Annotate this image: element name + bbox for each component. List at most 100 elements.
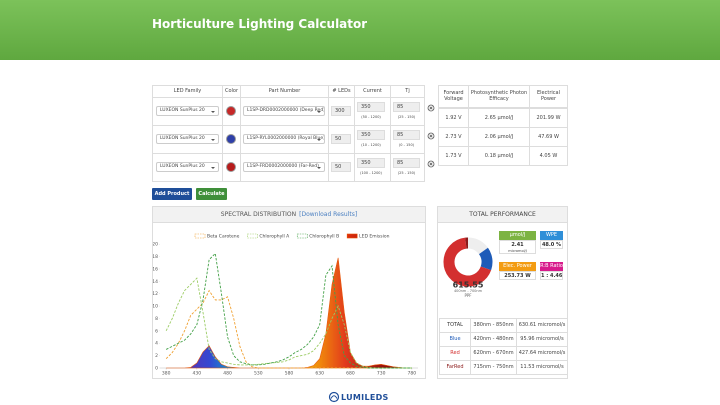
current-input[interactable]: 350 (357, 158, 385, 168)
row-name: TOTAL (439, 318, 471, 333)
tile-label: R:B Ratio (540, 262, 563, 271)
metric-header: Photosynthetic Photon Efficacy (468, 85, 530, 108)
donut-segment (443, 237, 492, 287)
part-select[interactable]: L1SP-RYL0002000000 (Royal Blue) (243, 134, 325, 144)
y-tick-label: 6 (155, 328, 158, 334)
family-select[interactable]: LUXEON SunPlus 20 (156, 106, 219, 116)
x-tick-label: 730 (377, 371, 386, 377)
current-input[interactable]: 350 (357, 130, 385, 140)
y-tick-label: 4 (155, 341, 158, 347)
metric-cell: 201.99 W (529, 108, 568, 128)
legend-label: Chlorophyll A (259, 234, 290, 240)
tj-input[interactable]: 85 (393, 102, 420, 112)
x-tick-label: 430 (193, 371, 202, 377)
current-range: (100 - 1200) (360, 171, 382, 175)
legend-label: Beta Carotene (207, 234, 240, 240)
x-tick-label: 380 (162, 371, 171, 377)
led-count-input[interactable]: 300 (331, 106, 351, 116)
current-input[interactable]: 350 (357, 102, 385, 112)
remove-icon (429, 106, 433, 110)
spectral-panel (152, 206, 426, 379)
donut-segment (478, 247, 493, 271)
metric-cell: 2.06 μmol/J (468, 127, 530, 147)
tj-input[interactable]: 85 (393, 130, 420, 140)
legend-swatch (194, 233, 206, 239)
x-tick-label: 480 (223, 371, 232, 377)
calculate-button[interactable]: Calculate (196, 188, 227, 200)
metric-header: Forward Voltage (438, 85, 469, 108)
remove-icon (429, 162, 433, 166)
download-link[interactable]: [Download Results] (299, 211, 358, 218)
tile-sub: micromol/J (508, 249, 527, 253)
metric-header: Electrical Power (529, 85, 568, 108)
y-tick-label: 8 (155, 316, 158, 322)
family-select[interactable]: LUXEON SunPlus 20 (156, 134, 219, 144)
legend-label: Chlorophyll B (309, 234, 339, 240)
flux-value: 427.64 (518, 350, 537, 356)
perf-header (438, 207, 567, 223)
perf-panel (437, 206, 568, 379)
metric-cell: 2.65 μmol/J (468, 108, 530, 128)
tj-range: (25 - 150) (397, 171, 416, 175)
tj-range: (25 - 150) (397, 115, 416, 119)
tile-label: WPE (540, 231, 563, 240)
page-title: Horticulture Lighting Calculator (152, 17, 368, 31)
metric-cell: 2.73 V (438, 127, 469, 147)
color-swatch (226, 106, 236, 116)
flux-unit: micromol/s (536, 336, 564, 342)
y-tick-label: 0 (155, 366, 158, 372)
remove-button[interactable] (427, 160, 435, 168)
y-tick-label: 12 (152, 291, 158, 297)
ppf-range: 400nm - 700nm (454, 289, 483, 293)
chart-title: SPECTRAL DISTRIBUTION (220, 211, 297, 218)
legend-swatch (296, 233, 308, 239)
row-range: 420nm - 480nm (470, 332, 517, 347)
part-select[interactable]: L1SP-DRD0002000000 (Deep Red) (243, 106, 325, 116)
legend-swatch (346, 233, 358, 239)
tj-input[interactable]: 85 (393, 158, 420, 168)
series-line (165, 252, 412, 369)
family-select[interactable]: LUXEON SunPlus 20 (156, 162, 219, 172)
y-tick-label: 16 (152, 266, 158, 272)
part-select[interactable]: L1SP-FRD0002000000 (Far-Red) (243, 162, 325, 172)
x-tick-label: 780 (408, 371, 417, 377)
remove-button[interactable] (427, 132, 435, 140)
tile-value-text: 1 : 4.46 (541, 273, 563, 279)
metric-cell: 0.18 μmol/J (468, 146, 530, 166)
flux-value: 11.53 (520, 364, 535, 370)
tj-range: (0 - 150) (398, 143, 415, 147)
metric-cell: 4.05 W (529, 146, 568, 166)
spectral-title-row: SPECTRAL DISTRIBUTION [Download Results] (153, 207, 425, 223)
row-flux: 630.61 micromol/s (516, 318, 568, 333)
led-count-input[interactable]: 50 (331, 162, 351, 172)
row-name: Blue (439, 332, 471, 347)
x-tick-label: 580 (285, 371, 294, 377)
remove-button[interactable] (427, 104, 435, 112)
tile-value: 2.41 micromol/J (499, 240, 536, 254)
row-range: 620nm - 670nm (470, 346, 517, 361)
ppf-value: 615.55 (453, 281, 484, 290)
y-tick-label: 10 (152, 304, 158, 310)
logo-mark (328, 391, 340, 403)
tile-value: 1 : 4.46 (540, 271, 563, 280)
flux-unit: micromol/s (537, 350, 566, 356)
y-tick-label: 14 (152, 279, 158, 285)
y-tick-label: 2 (155, 353, 158, 359)
tile-value-text: 2.41 (511, 242, 524, 248)
metric-cell: 1.73 V (438, 146, 469, 166)
current-range: (10 - 1200) (361, 143, 381, 147)
row-name: Red (439, 346, 471, 361)
tile-value: 253.73 W (499, 271, 536, 280)
remove-icon (429, 134, 433, 138)
color-swatch (226, 162, 236, 172)
table-cell (390, 153, 425, 182)
flux-value: 630.61 (518, 322, 537, 328)
x-tick-label: 630 (315, 371, 324, 377)
metric-cell: 1.92 V (438, 108, 469, 128)
led-count-input[interactable]: 50 (331, 134, 351, 144)
add-product-button[interactable]: Add Product (152, 188, 192, 200)
flux-unit: micromol/s (536, 364, 564, 370)
legend-swatch (247, 233, 258, 239)
logo-mark (330, 395, 338, 399)
